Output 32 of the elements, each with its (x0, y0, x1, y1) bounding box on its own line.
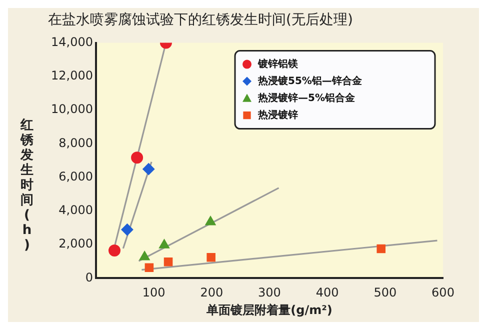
point (139, 251, 150, 260)
legend-label: 热浸镀锌—5%铝合金 (257, 92, 356, 104)
x-tick-label: 500 (374, 286, 397, 300)
x-tick-label: 400 (316, 286, 339, 300)
point (164, 258, 173, 266)
y-tick-label: 0 (85, 270, 93, 284)
point (142, 163, 155, 176)
y-tick-label: 2,000 (58, 236, 93, 251)
point (108, 244, 120, 256)
x-tick-label: 600 (432, 286, 454, 300)
y-tick-label: 12,000 (50, 68, 93, 83)
point (205, 216, 216, 226)
point (121, 224, 134, 236)
legend-label: 热浸镀55%铝—锌合金 (257, 74, 363, 87)
point (158, 239, 170, 248)
chart-title: 在盐水喷雾腐蚀试验下的红锈发生时间(无后处理) (48, 12, 353, 28)
legend-label: 镀锌铝镁 (257, 58, 299, 70)
y-tick-label: 6,000 (58, 169, 93, 184)
y-tick-label: 14,000 (50, 34, 93, 49)
legend-label: 热浸镀锌 (257, 108, 298, 121)
point (131, 152, 144, 164)
x-axis-title: 单面镀层附着量(g/m²) (206, 302, 332, 317)
point (206, 252, 216, 262)
point (144, 263, 154, 272)
text: 红锈发生时间(h) (20, 118, 34, 253)
x-tick-label: 300 (258, 286, 281, 300)
point (376, 244, 386, 254)
y-tick-label: 4,000 (58, 203, 93, 218)
x-tick-label: 200 (200, 286, 224, 300)
y-tick-label: 8,000 (58, 136, 93, 150)
x-tick-label: 100 (142, 286, 166, 300)
y-tick-label: 10,000 (50, 102, 93, 116)
